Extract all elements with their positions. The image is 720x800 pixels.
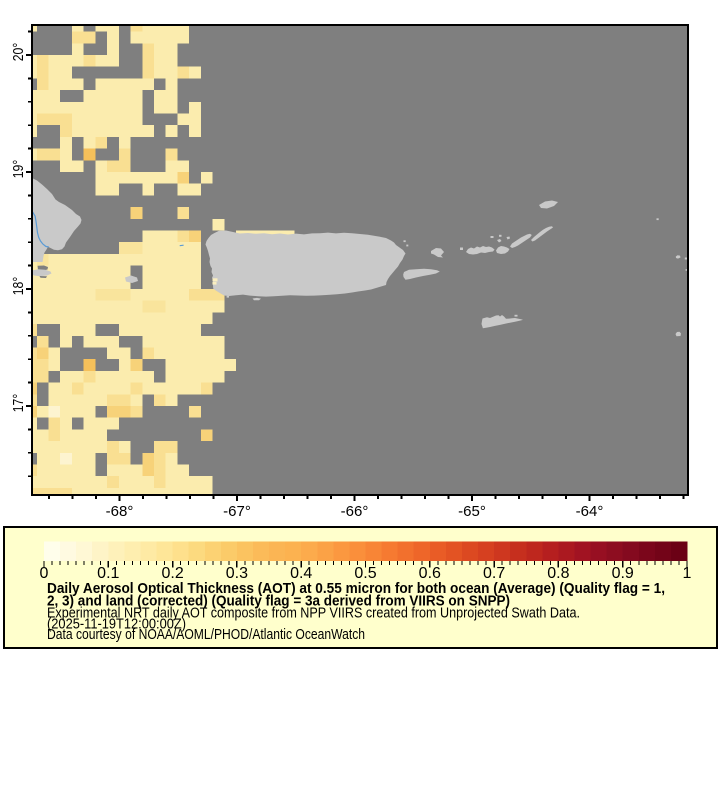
svg-text:0.3: 0.3 [226, 565, 248, 582]
svg-text:-66°: -66° [341, 503, 369, 520]
svg-text:0.2: 0.2 [161, 565, 183, 582]
svg-text:(2025-11-19T12:00:00Z): (2025-11-19T12:00:00Z) [47, 616, 186, 633]
svg-text:1: 1 [683, 565, 692, 582]
svg-text:-64°: -64° [576, 503, 604, 520]
svg-text:2, 3) and land (corrected) (Qu: 2, 3) and land (corrected) (Quality flag… [47, 593, 510, 610]
svg-text:18°: 18° [11, 277, 27, 296]
svg-text:0.5: 0.5 [354, 565, 376, 582]
svg-text:0.4: 0.4 [290, 565, 312, 582]
svg-text:0.7: 0.7 [483, 565, 505, 582]
svg-text:-65°: -65° [458, 503, 486, 520]
svg-text:0.1: 0.1 [97, 565, 119, 582]
svg-text:0.9: 0.9 [612, 565, 634, 582]
svg-text:Experimental NRT daily AOT com: Experimental NRT daily AOT composite fro… [47, 605, 580, 622]
svg-text:-68°: -68° [106, 503, 134, 520]
svg-text:0: 0 [40, 565, 49, 582]
svg-text:20°: 20° [11, 43, 27, 62]
svg-text:Daily Aerosol Optical Thicknes: Daily Aerosol Optical Thickness (AOT) at… [47, 580, 665, 597]
svg-text:0.8: 0.8 [547, 565, 569, 582]
svg-text:17°: 17° [11, 394, 27, 413]
svg-text:0.6: 0.6 [419, 565, 441, 582]
svg-text:-67°: -67° [223, 503, 251, 520]
svg-text:Data courtesy of NOAA/AOML/PHO: Data courtesy of NOAA/AOML/PHOD/Atlantic… [47, 626, 365, 643]
svg-text:19°: 19° [11, 160, 27, 179]
